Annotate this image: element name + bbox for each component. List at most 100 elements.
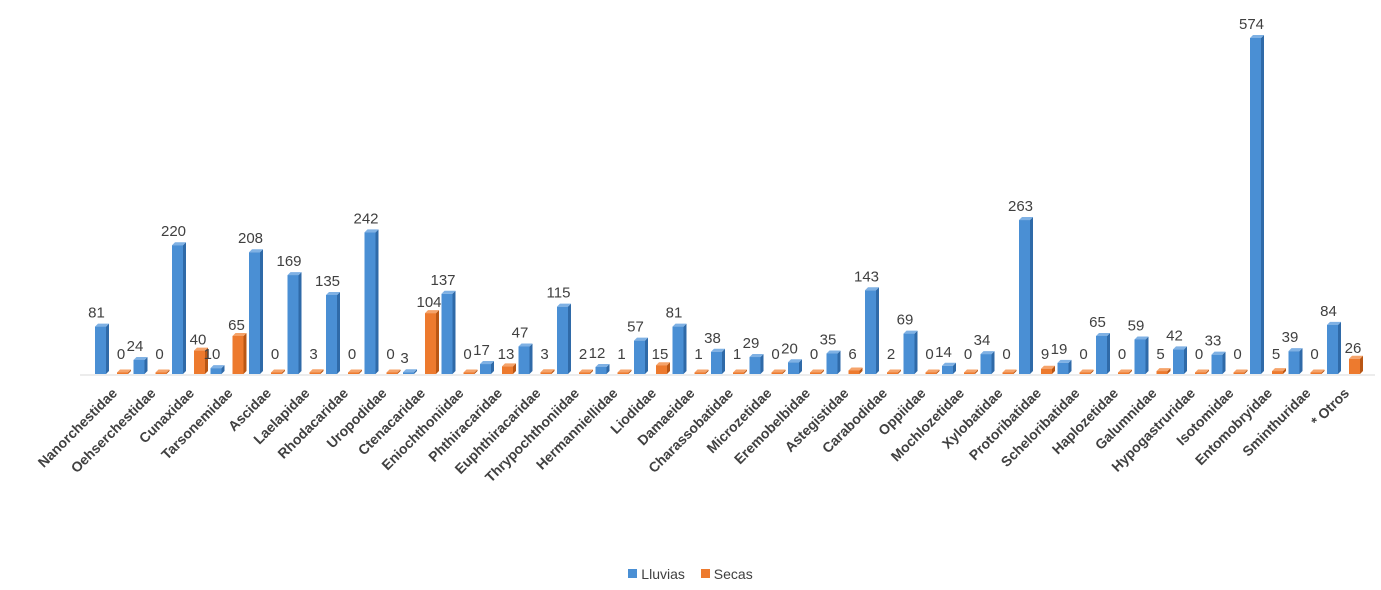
bar-top <box>1211 351 1226 355</box>
bar-side <box>782 369 786 374</box>
bar-side <box>452 290 456 374</box>
bar-top <box>887 369 901 373</box>
legend-item-lluvias: Lluvias <box>628 566 685 582</box>
bar-top <box>271 369 285 373</box>
data-label-secas: 1 <box>694 346 702 363</box>
data-label-lluvias: 14 <box>935 344 952 361</box>
bar-top <box>942 362 956 366</box>
legend-label-lluvias: Lluvias <box>641 565 685 582</box>
bar-side <box>337 291 340 374</box>
bar-side <box>1222 351 1226 374</box>
bar-secas <box>348 372 359 374</box>
data-label-secas: 0 <box>810 346 818 363</box>
data-label-secas: 9 <box>1041 346 1049 363</box>
bar-top <box>788 359 802 363</box>
bar-top <box>403 369 417 373</box>
bar-side <box>359 369 362 374</box>
bar-secas <box>1002 372 1014 374</box>
bar-top <box>980 351 995 355</box>
bar-top <box>826 350 841 354</box>
data-label-secas: 0 <box>1195 346 1203 363</box>
bar-top <box>865 287 879 291</box>
bar-top <box>656 362 670 366</box>
data-label-lluvias: 10 <box>204 346 221 363</box>
bar-top <box>848 367 863 371</box>
bar-top <box>348 369 362 373</box>
data-label-secas: 0 <box>117 346 125 363</box>
data-label-secas: 40 <box>190 332 207 349</box>
bar-secas <box>155 372 167 374</box>
data-label-lluvias: 65 <box>1089 314 1106 331</box>
bar-side <box>397 369 401 374</box>
data-label-lluvias: 81 <box>88 305 105 322</box>
bar-side <box>474 369 478 374</box>
data-label-lluvias: 169 <box>276 253 301 270</box>
data-label-secas: 15 <box>652 346 669 363</box>
bar-top <box>1250 35 1264 38</box>
bar-secas <box>463 372 475 374</box>
bar-secas <box>925 372 937 374</box>
bar-side <box>282 369 285 374</box>
bar-side <box>243 332 247 374</box>
bar-secas <box>733 372 744 374</box>
data-label-secas: 0 <box>925 346 933 363</box>
bar-side <box>568 303 571 374</box>
bar-top <box>1156 368 1171 372</box>
bar-top <box>1327 321 1341 325</box>
data-label-secas: 1 <box>733 346 741 363</box>
bar-side <box>799 359 802 374</box>
bar-top <box>579 369 593 373</box>
bar-top <box>95 323 109 327</box>
data-label-secas: 13 <box>498 346 515 363</box>
bar-top <box>502 363 516 367</box>
data-label-secas: 0 <box>271 346 279 363</box>
bar-lluvias <box>1057 362 1069 374</box>
bar-top <box>1096 332 1110 336</box>
bar-lluvias <box>980 354 992 374</box>
bar-side <box>628 369 632 374</box>
bar-lluvias <box>95 326 106 374</box>
bar-lluvias <box>1173 349 1184 374</box>
bar-top <box>595 363 610 367</box>
bar-top <box>733 369 747 373</box>
bar-lluvias <box>364 232 376 374</box>
data-label-secas: 0 <box>771 346 779 363</box>
data-label-secas: 0 <box>1002 346 1010 363</box>
bar-side <box>375 229 379 374</box>
data-label-lluvias: 12 <box>589 345 606 362</box>
bar-side <box>991 351 995 374</box>
bar-side <box>722 348 725 374</box>
bar-side <box>1090 369 1094 374</box>
bar-side <box>1030 217 1033 374</box>
bar-top <box>287 272 302 276</box>
bar-top <box>364 229 379 233</box>
bar-top <box>1272 368 1286 372</box>
data-label-lluvias: 20 <box>781 340 798 357</box>
bar-secas <box>848 370 860 374</box>
bar-top <box>1134 336 1149 340</box>
bar-secas <box>1079 372 1091 374</box>
bar-top <box>309 369 324 373</box>
data-label-secas: 5 <box>1272 346 1280 363</box>
bar-side <box>1068 359 1072 374</box>
bar-top <box>964 369 978 373</box>
data-label-secas: 0 <box>964 346 972 363</box>
bar-side <box>221 365 225 374</box>
bar-side <box>705 369 709 374</box>
bar-top <box>210 365 225 369</box>
legend-label-secas: Secas <box>713 565 753 582</box>
bar-lluvias <box>865 290 876 374</box>
legend: Lluvias Secas <box>0 565 1381 582</box>
bar-side <box>606 363 610 374</box>
data-label-lluvias: 135 <box>315 273 340 290</box>
bar-top <box>133 356 148 360</box>
data-label-lluvias: 57 <box>627 319 644 336</box>
bar-secas <box>1233 372 1245 374</box>
bar-side <box>1206 369 1209 374</box>
bar-secas <box>1041 368 1052 374</box>
bar-side <box>106 323 109 374</box>
bar-secas <box>117 372 128 374</box>
bar-top <box>634 337 648 341</box>
bar-top <box>194 347 208 351</box>
bar-secas <box>1195 372 1206 374</box>
